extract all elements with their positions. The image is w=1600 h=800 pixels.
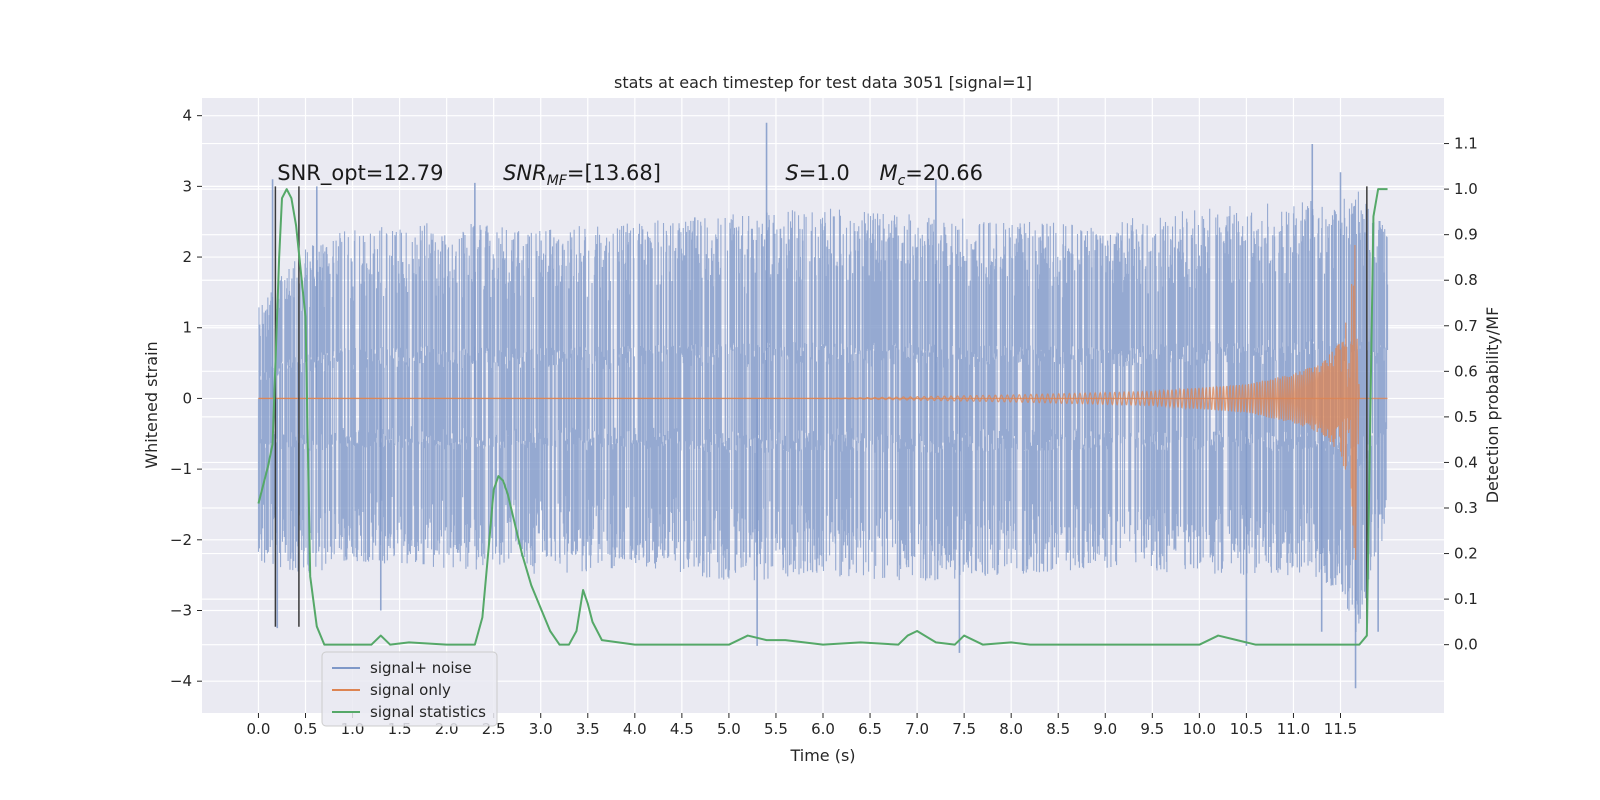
annotation-main: SNR (503, 161, 547, 185)
annotation-subscript: MF (547, 173, 568, 189)
x-tick-label: 7.5 (952, 720, 976, 738)
annotation-main: SNR_opt=12.79 (277, 161, 443, 186)
x-tick-label: 3.0 (529, 720, 553, 738)
chart-title: stats at each timestep for test data 305… (614, 73, 1032, 92)
y2-tick-label: 0.4 (1454, 453, 1478, 471)
axes: 0.0 0.5 1.0 1.5 2.0 2.5 3.0 3.5 4.0 4.5 5.0 5.5 6.0 6… (170, 107, 1478, 738)
y2-tick-label: 0.2 (1454, 545, 1478, 563)
y2-tick-label: 0.9 (1454, 226, 1478, 244)
y-tick-label: 4 (182, 107, 192, 125)
y-tick-label: 0 (182, 389, 192, 407)
x-tick-label: 4.5 (670, 720, 694, 738)
y-tick-label: −1 (170, 460, 192, 478)
y2-tick-label: 0.5 (1454, 408, 1478, 426)
x-tick-label: 11.5 (1324, 720, 1357, 738)
x-tick-label: 5.5 (764, 720, 788, 738)
annotation-value: =[13.68] (567, 161, 661, 185)
plot-area (257, 122, 1389, 689)
y-tick-label: 2 (182, 248, 192, 266)
y2-tick-label: 1.1 (1454, 135, 1478, 153)
y2-tick-label: 0.8 (1454, 271, 1478, 289)
y-tick-label: 1 (182, 319, 192, 337)
annotation-text: SNRMF=[13.68] (503, 161, 661, 189)
annotation-value: =1.0 (799, 161, 850, 185)
legend-label: signal statistics (370, 703, 486, 721)
statistics-trace (257, 188, 1388, 646)
y-tick-label: −4 (170, 672, 192, 690)
series-signal-only (258, 245, 1388, 560)
x-tick-label: 4.0 (623, 720, 647, 738)
annotations: SNR_opt=12.79 SNRMF=[13.68] S=1.0 Mc=20.66 (277, 161, 983, 189)
y-tick-label: 3 (182, 177, 192, 195)
y2-tick-label: 0.1 (1454, 590, 1478, 608)
y2-tick-label: 0.0 (1454, 636, 1478, 654)
annotation-main: S (785, 161, 798, 185)
annotation-text: SNR_opt=12.79 (277, 161, 443, 186)
x-tick-label: 10.0 (1183, 720, 1216, 738)
legend: signal+ noise signal only signal statistic… (321, 651, 498, 727)
series-signal-statistics (257, 188, 1388, 646)
y2-tick-label: 0.7 (1454, 317, 1478, 335)
y-tick-label: −3 (170, 602, 192, 620)
x-tick-label: 0.0 (247, 720, 271, 738)
y2-tick-label: 0.3 (1454, 499, 1478, 517)
x-tick-label: 8.5 (1046, 720, 1070, 738)
x-tick-label: 11.0 (1277, 720, 1310, 738)
legend-label: signal+ noise (370, 659, 472, 677)
annotation-text: Mc=20.66 (879, 161, 983, 189)
x-axis-label: Time (s) (789, 746, 855, 765)
noise-trace (257, 191, 1389, 632)
x-tick-label: 7.0 (905, 720, 929, 738)
x-tick-label: 9.5 (1140, 720, 1164, 738)
annotation-subscript: c (898, 173, 906, 189)
y2-tick-label: 0.6 (1454, 362, 1478, 380)
annotation-text: S=1.0 (785, 161, 849, 185)
y2-axis-label: Detection probability/MF (1483, 307, 1502, 504)
x-tick-label: 6.5 (858, 720, 882, 738)
x-tick-label: 5.0 (717, 720, 741, 738)
y2-tick-label: 1.0 (1454, 180, 1478, 198)
x-tick-label: 8.0 (999, 720, 1023, 738)
x-tick-label: 10.5 (1230, 720, 1263, 738)
x-tick-label: 9.0 (1093, 720, 1117, 738)
x-tick-label: 6.0 (811, 720, 835, 738)
annotation-value: =20.66 (905, 161, 983, 185)
x-tick-label: 0.5 (294, 720, 318, 738)
legend-label: signal only (370, 681, 451, 699)
annotation-main: M (879, 161, 897, 185)
legend-box (321, 651, 498, 727)
signal-trace (258, 245, 1360, 560)
y-tick-label: −2 (170, 531, 192, 549)
y-axis-label: Whitened strain (142, 341, 161, 468)
x-tick-label: 3.5 (576, 720, 600, 738)
